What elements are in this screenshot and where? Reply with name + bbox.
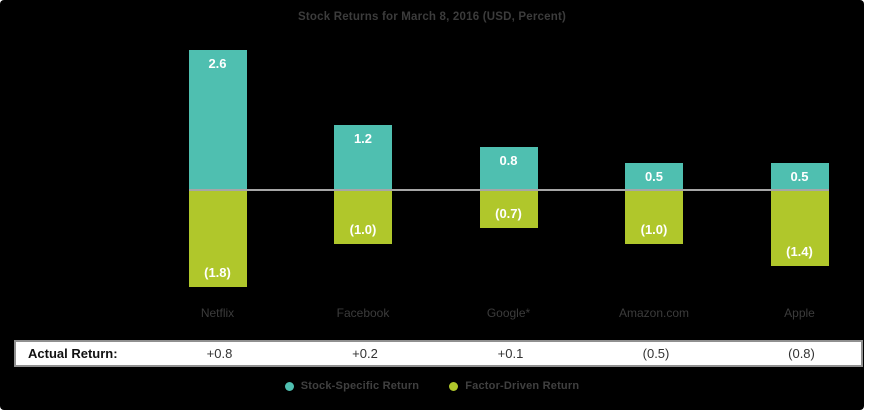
actual-return-label: Actual Return: (28, 346, 118, 361)
bar-value-label: (1.4) (786, 244, 813, 259)
bar-value-label: (1.0) (349, 222, 377, 237)
bar-group: 1.2 (1.0) (334, 0, 392, 340)
category-label: Amazon.com (618, 306, 690, 320)
actual-return-value: (0.5) (642, 346, 670, 361)
bar-value-label: 0.8 (499, 153, 518, 168)
bar-group: 0.8 (0.7) (479, 0, 538, 340)
bar-value-label: 0.5 (644, 169, 664, 184)
category-label: Netflix (200, 306, 235, 320)
category-label: Apple (784, 306, 815, 320)
legend-item: Stock-Specific Return (284, 380, 420, 392)
bar-group: 0.5 (1.4) (770, 0, 829, 340)
stock-specific-bar: 2.6 (188, 50, 247, 190)
legend-item-label: Factor-Driven Return (465, 380, 580, 392)
bar-group: 2.6 (1.8) (188, 0, 247, 340)
actual-return-value: +0.8 (206, 346, 233, 361)
stock-specific-bar: 0.5 (770, 163, 829, 190)
factor-driven-bar: (1.8) (188, 190, 247, 287)
actual-return-value: (0.8) (788, 346, 815, 361)
factor-driven-bar: (0.7) (479, 190, 538, 228)
legend-dot-icon (284, 381, 294, 391)
zero-baseline (188, 189, 829, 191)
category-label: Google* (486, 306, 531, 320)
legend-item: Factor-Driven Return (449, 380, 579, 392)
bar-value-label: (1.8) (204, 265, 231, 280)
factor-driven-bar: (1.0) (334, 190, 392, 244)
bar-group: 0.5 (1.0) (625, 0, 683, 340)
actual-return-value: +0.1 (497, 346, 524, 361)
chart-legend: Stock-Specific Return Factor-Driven Retur… (0, 380, 864, 392)
chart-title: Stock Returns for March 8, 2016 (USD, Pe… (297, 11, 567, 23)
factor-driven-bar: (1.4) (770, 190, 829, 266)
bar-value-label: (0.7) (495, 206, 522, 221)
actual-return-strip: Actual Return: +0.8 +0.2 +0.1 (0.5) (0.8) (14, 340, 863, 367)
stock-specific-bar: 1.2 (334, 125, 392, 190)
bar-value-label: 0.5 (790, 169, 809, 184)
legend-dot-icon (449, 381, 459, 391)
factor-driven-bar: (1.0) (625, 190, 683, 244)
bar-value-label: 1.2 (353, 131, 373, 146)
stock-specific-bar: 0.8 (479, 147, 538, 190)
legend-item-label: Stock-Specific Return (300, 380, 420, 392)
bar-value-label: (1.0) (640, 222, 668, 237)
category-label: Facebook (336, 306, 390, 320)
stock-specific-bar: 0.5 (625, 163, 683, 190)
bar-value-label: 2.6 (208, 56, 227, 71)
actual-return-value: +0.2 (352, 346, 378, 361)
